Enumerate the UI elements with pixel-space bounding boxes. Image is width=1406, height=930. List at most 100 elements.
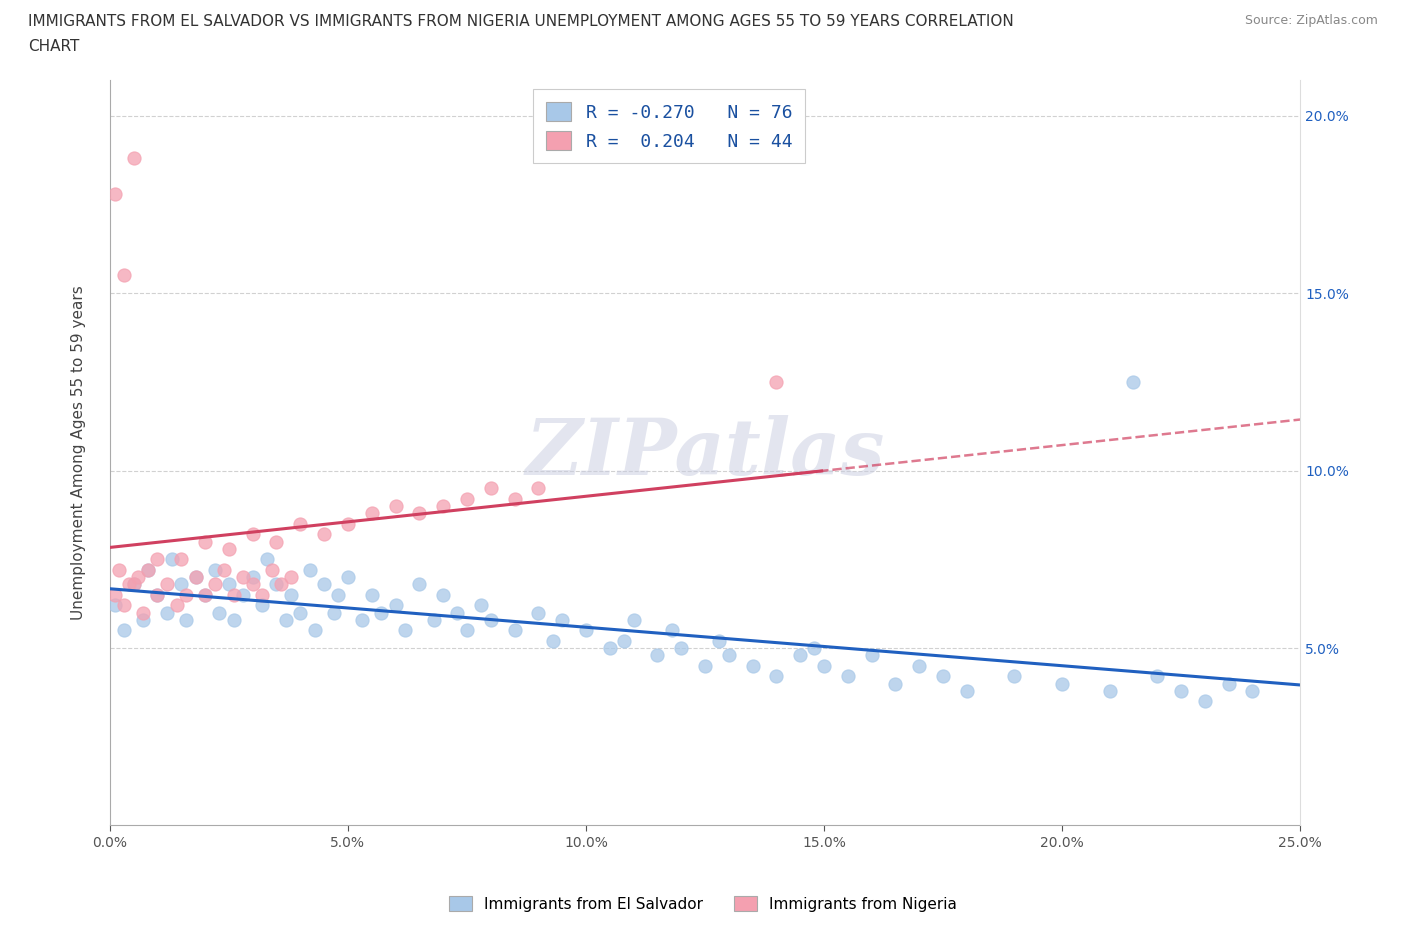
Point: [789, 647, 811, 662]
Point: [270, 577, 292, 591]
Point: [470, 598, 492, 613]
Point: [1170, 684, 1192, 698]
Point: [352, 612, 374, 627]
Point: [765, 375, 787, 390]
Point: [394, 623, 416, 638]
Point: [322, 605, 344, 620]
Point: [132, 605, 155, 620]
Point: [860, 647, 883, 662]
Point: [280, 588, 302, 603]
Point: [146, 588, 169, 603]
Point: [184, 569, 207, 584]
Point: [360, 588, 382, 603]
Text: ZIPatlas: ZIPatlas: [526, 415, 884, 491]
Point: [112, 623, 135, 638]
Point: [112, 598, 135, 613]
Point: [661, 623, 683, 638]
Point: [104, 588, 127, 603]
Legend: Immigrants from El Salvador, Immigrants from Nigeria: Immigrants from El Salvador, Immigrants …: [443, 889, 963, 918]
Point: [218, 577, 240, 591]
Point: [527, 481, 550, 496]
Point: [232, 569, 254, 584]
Point: [194, 588, 217, 603]
Point: [256, 551, 278, 566]
Point: [108, 563, 131, 578]
Point: [184, 569, 207, 584]
Point: [1194, 694, 1216, 709]
Point: [575, 623, 598, 638]
Point: [112, 268, 135, 283]
Point: [298, 563, 321, 578]
Point: [104, 186, 127, 201]
Point: [290, 605, 312, 620]
Point: [136, 563, 159, 578]
Point: [384, 498, 406, 513]
Point: [551, 612, 574, 627]
Point: [384, 598, 406, 613]
Point: [613, 633, 636, 648]
Point: [432, 498, 454, 513]
Point: [336, 569, 359, 584]
Point: [408, 577, 430, 591]
Point: [156, 605, 179, 620]
Point: [174, 612, 197, 627]
Point: [304, 623, 326, 638]
Point: [194, 588, 217, 603]
Point: [1098, 684, 1121, 698]
Point: [360, 506, 382, 521]
Point: [647, 647, 669, 662]
Point: [232, 588, 254, 603]
Point: [160, 551, 183, 566]
Point: [1218, 676, 1240, 691]
Point: [709, 633, 731, 648]
Text: CHART: CHART: [28, 39, 80, 54]
Point: [479, 481, 502, 496]
Point: [222, 612, 245, 627]
Point: [741, 658, 763, 673]
Point: [174, 588, 197, 603]
Point: [314, 577, 336, 591]
Y-axis label: Unemployment Among Ages 55 to 59 years: Unemployment Among Ages 55 to 59 years: [72, 286, 86, 620]
Legend: R = -0.270   N = 76, R =  0.204   N = 44: R = -0.270 N = 76, R = 0.204 N = 44: [533, 89, 806, 163]
Point: [170, 551, 193, 566]
Point: [208, 605, 231, 620]
Point: [194, 534, 217, 549]
Point: [884, 676, 907, 691]
Point: [1050, 676, 1073, 691]
Point: [266, 577, 288, 591]
Point: [127, 569, 149, 584]
Point: [250, 598, 273, 613]
Point: [408, 506, 430, 521]
Point: [280, 569, 302, 584]
Point: [1122, 375, 1144, 390]
Point: [104, 598, 127, 613]
Point: [290, 516, 312, 531]
Point: [446, 605, 468, 620]
Point: [274, 612, 297, 627]
Point: [250, 588, 273, 603]
Point: [260, 563, 283, 578]
Point: [456, 491, 478, 506]
Point: [717, 647, 740, 662]
Point: [122, 151, 145, 166]
Point: [1241, 684, 1264, 698]
Point: [422, 612, 444, 627]
Point: [218, 541, 240, 556]
Point: [242, 577, 264, 591]
Point: [146, 551, 169, 566]
Point: [118, 577, 141, 591]
Point: [693, 658, 716, 673]
Point: [1146, 669, 1168, 684]
Point: [242, 569, 264, 584]
Point: [328, 588, 350, 603]
Point: [122, 577, 145, 591]
Text: IMMIGRANTS FROM EL SALVADOR VS IMMIGRANTS FROM NIGERIA UNEMPLOYMENT AMONG AGES 5: IMMIGRANTS FROM EL SALVADOR VS IMMIGRANT…: [28, 14, 1014, 29]
Point: [599, 641, 621, 656]
Point: [541, 633, 564, 648]
Point: [266, 534, 288, 549]
Point: [314, 527, 336, 542]
Point: [456, 623, 478, 638]
Point: [1002, 669, 1025, 684]
Point: [623, 612, 645, 627]
Point: [503, 491, 526, 506]
